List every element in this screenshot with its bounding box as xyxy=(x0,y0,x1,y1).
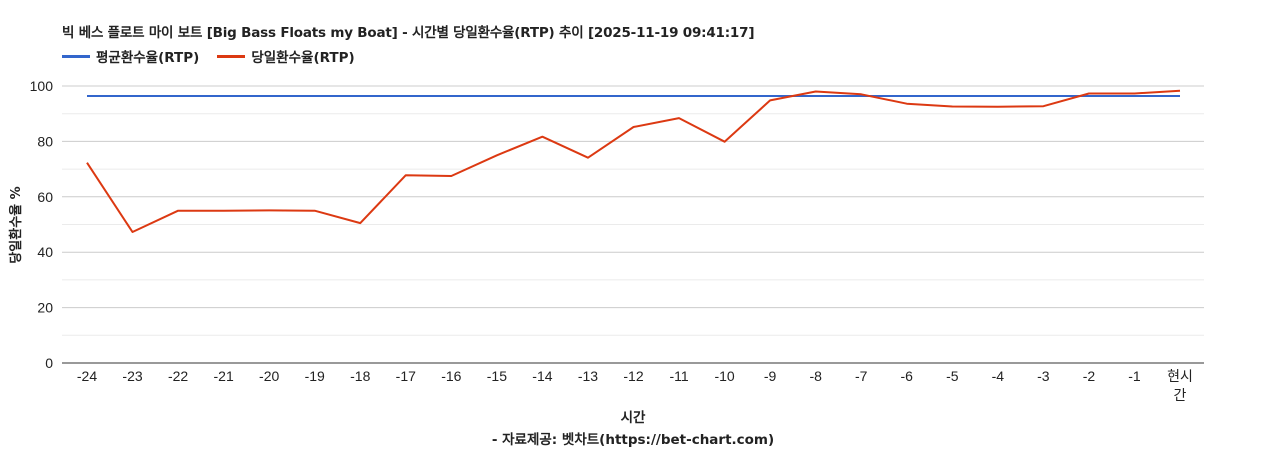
x-tick-label: -12 xyxy=(623,368,643,384)
legend-label: 당일환수율(RTP) xyxy=(251,50,355,66)
y-tick-label: 80 xyxy=(37,133,53,149)
x-tick-label: -13 xyxy=(578,368,598,384)
x-tick-label: -10 xyxy=(714,368,734,384)
x-tick-label: -2 xyxy=(1083,368,1096,384)
x-tick-label: -21 xyxy=(214,368,234,384)
x-tick-label: -17 xyxy=(396,368,416,384)
x-tick-label: 현시 xyxy=(1167,368,1193,384)
x-tick-label: -6 xyxy=(901,368,914,384)
y-tick-label: 0 xyxy=(45,355,53,371)
chart-title: 빅 베스 플로트 마이 보트 [Big Bass Floats my Boat]… xyxy=(62,25,755,41)
legend-label: 평균환수율(RTP) xyxy=(96,50,200,66)
y-tick-label: 100 xyxy=(30,78,54,94)
x-tick-label: -22 xyxy=(168,368,188,384)
x-tick-label: -4 xyxy=(992,368,1005,384)
x-tick-label: -16 xyxy=(441,368,461,384)
x-tick-label: -9 xyxy=(764,368,777,384)
y-tick-label: 40 xyxy=(37,244,53,260)
y-tick-label: 60 xyxy=(37,189,53,205)
x-tick-label: -24 xyxy=(77,368,97,384)
x-tick-label: -23 xyxy=(122,368,142,384)
y-tick-label: 20 xyxy=(37,300,53,316)
x-tick-label: -11 xyxy=(669,368,688,384)
x-tick-label: -19 xyxy=(305,368,325,384)
legend: 평균환수율(RTP) 당일환수율(RTP) xyxy=(62,46,373,66)
legend-item-daily-rtp[interactable]: 당일환수율(RTP) xyxy=(217,46,355,66)
data-series xyxy=(86,89,1181,233)
y-axis-title: 당일환수율 % xyxy=(8,186,24,263)
x-tick-label: -3 xyxy=(1037,368,1050,384)
x-tick-label: 간 xyxy=(1174,387,1187,403)
x-tick-label: -1 xyxy=(1128,368,1141,384)
data-source-credit: - 자료제공: 벳차트(https://bet-chart.com) xyxy=(491,432,775,448)
series-line-daily-rtp[interactable] xyxy=(86,89,1181,233)
x-tick-label: -7 xyxy=(855,368,868,384)
x-tick-label: -18 xyxy=(350,368,370,384)
gridlines xyxy=(62,85,1204,364)
legend-item-average-rtp[interactable]: 평균환수율(RTP) xyxy=(62,46,199,66)
y-axis-ticks: 0 20 40 60 80 100 xyxy=(30,78,54,371)
x-tick-label: -5 xyxy=(946,368,959,384)
x-axis-title: 시간 xyxy=(620,410,646,426)
legend-swatch-red-icon xyxy=(217,54,246,58)
x-tick-label: -8 xyxy=(809,368,822,384)
x-tick-label: -14 xyxy=(532,368,552,384)
x-tick-label: -20 xyxy=(259,368,279,384)
legend-swatch-blue-icon xyxy=(62,54,90,58)
x-tick-label: -15 xyxy=(487,368,507,384)
x-axis-ticks: -24 -23 -22 -21 -20 -19 -18 -17 -16 -15 -14 -13 -12 -… xyxy=(77,368,1193,403)
